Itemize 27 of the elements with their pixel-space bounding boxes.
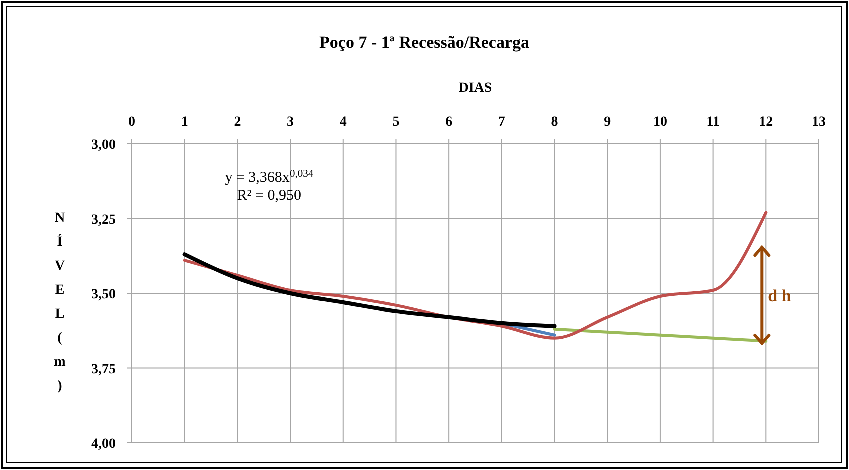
x-tick-label: 10	[653, 115, 668, 130]
x-tick-label: 2	[234, 115, 242, 130]
line-series	[553, 328, 768, 343]
x-axis-title: DIAS	[458, 81, 492, 96]
x-tick-label: 5	[392, 115, 400, 130]
x-tick-label: 8	[551, 115, 558, 130]
annotation: y = 3,368x$^{0,034}$	[225, 168, 314, 186]
x-tick-label: 12	[759, 115, 774, 130]
x-tick-label: 3	[287, 115, 294, 130]
x-tick-label: 0	[128, 115, 136, 130]
x-tick-label: 9	[604, 115, 612, 130]
x-tick-label: 6	[446, 115, 453, 130]
y-tick-label: 3,75	[92, 362, 116, 378]
x-tick-label: 7	[498, 115, 506, 130]
annotation: R² = 0,950	[237, 188, 302, 204]
x-tick-label: 11	[706, 115, 720, 130]
y-axis-title: NÍVEL (m)	[54, 211, 66, 394]
chart-title: Poço 7 - 1ª Recessão/Recarga	[320, 33, 530, 52]
x-tick-label: 4	[340, 115, 347, 130]
y-tick-label: 3,50	[92, 288, 116, 302]
line-series	[182, 252, 557, 328]
x-tick-label: 1	[181, 115, 188, 130]
y-tick-label: 3,25	[92, 212, 116, 228]
y-tick-label: 3,00	[92, 138, 116, 153]
y-tick-label: 4,00	[92, 437, 116, 452]
x-tick-label: 13	[812, 115, 826, 130]
annotation: d h	[768, 286, 792, 306]
